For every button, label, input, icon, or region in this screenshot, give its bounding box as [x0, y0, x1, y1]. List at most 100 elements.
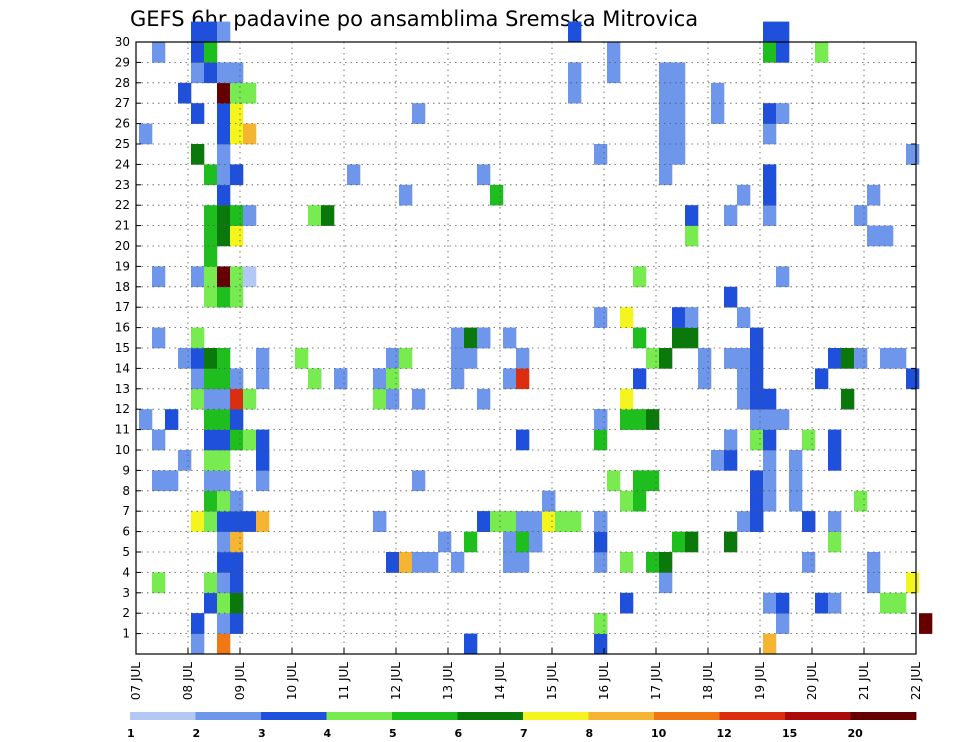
heatmap-cell [672, 144, 686, 165]
heatmap-cell [594, 531, 608, 553]
heatmap-cell [230, 286, 244, 308]
heatmap-cell [490, 184, 504, 206]
heatmap-cell [646, 470, 660, 492]
heatmap-cell [217, 613, 231, 634]
heatmap-cell [152, 327, 166, 349]
heatmap-cell [763, 470, 777, 492]
heatmap-cell [217, 409, 231, 430]
heatmap-cell [672, 62, 686, 84]
heatmap-cell [854, 490, 868, 512]
heatmap-cell [724, 205, 738, 226]
heatmap-cell [230, 572, 244, 594]
heatmap-cell [672, 531, 686, 553]
heatmap-cell [204, 470, 218, 492]
heatmap-cell [724, 429, 738, 451]
heatmap-cell [217, 490, 231, 512]
heatmap-cell [230, 225, 244, 247]
heatmap-cell [243, 266, 257, 288]
heatmap-cell [347, 164, 361, 186]
heatmap-cell [763, 490, 777, 512]
heatmap-cell [217, 633, 231, 655]
heatmap-cell [867, 225, 881, 247]
heatmap-cell [737, 511, 751, 532]
heatmap-cell [594, 511, 608, 532]
heatmap-cell [724, 348, 738, 369]
heatmap-cell [620, 409, 634, 430]
heatmap-cell [477, 327, 491, 349]
heatmap-cell [568, 21, 582, 43]
heatmap-cell [191, 103, 205, 124]
heatmap-cell [191, 388, 205, 410]
heatmap-cell [217, 144, 231, 165]
heatmap-cell [191, 42, 205, 63]
heatmap-cell [243, 388, 257, 410]
heatmap-cell [308, 368, 322, 390]
heatmap-cell [516, 429, 530, 451]
x-axis: 07 JUL 08 JUL 09 JUL 10 JUL 11 JUL 12 JUL 13 J… [129, 648, 923, 700]
heatmap-cell [724, 286, 738, 308]
y-tick-label: 8 [122, 484, 130, 498]
heatmap-cell [425, 552, 439, 573]
y-tick-label: 18 [115, 280, 130, 294]
heatmap-cell [724, 450, 738, 471]
colorbar-tick-label: 2 [193, 727, 201, 740]
heatmap-cell [373, 388, 387, 410]
heatmap-cell [711, 103, 725, 124]
heatmap-cell [854, 205, 868, 226]
heatmap-cell [568, 511, 582, 532]
heatmap-cell [399, 552, 413, 573]
colorbar-swatch [130, 712, 196, 720]
heatmap-cells [139, 21, 933, 655]
y-tick-label: 1 [122, 627, 130, 641]
x-tick-label: 19 JUL [753, 662, 767, 700]
colorbar-tick-label: 12 [717, 727, 732, 740]
heatmap-cell [594, 552, 608, 573]
y-tick-label: 4 [122, 565, 130, 579]
colorbar-tick-label: 6 [455, 727, 463, 740]
heatmap-cell [230, 531, 244, 553]
heatmap-cell [412, 388, 426, 410]
heatmap-cell [659, 62, 673, 84]
heatmap-cell [204, 205, 218, 226]
heatmap-cell [256, 348, 270, 369]
y-tick-label: 2 [122, 606, 130, 620]
heatmap-cell [633, 470, 647, 492]
heatmap-cell [217, 266, 231, 288]
y-tick-label: 14 [115, 361, 130, 375]
heatmap-cell [308, 205, 322, 226]
heatmap-cell [204, 246, 218, 267]
heatmap-cell [815, 592, 829, 614]
heatmap-cell [750, 429, 764, 451]
heatmap-cell [152, 42, 166, 63]
heatmap-cell [880, 348, 894, 369]
heatmap-cell [386, 348, 400, 369]
heatmap-cell [204, 225, 218, 247]
colorbar-swatch [654, 712, 720, 720]
heatmap-cell [568, 62, 582, 84]
heatmap-cell [399, 348, 413, 369]
heatmap-cell [191, 368, 205, 390]
heatmap-cell [230, 613, 244, 634]
heatmap-cell [776, 409, 790, 430]
heatmap-cell [763, 592, 777, 614]
heatmap-cell [230, 429, 244, 451]
heatmap-cell [217, 531, 231, 553]
heatmap-cell [659, 164, 673, 186]
heatmap-cell [490, 511, 504, 532]
heatmap-cell [594, 144, 608, 165]
heatmap-cell [256, 511, 270, 532]
heatmap-cell [659, 82, 673, 104]
heatmap-cell [217, 348, 231, 369]
heatmap-cell [386, 552, 400, 573]
heatmap-cell [737, 307, 751, 328]
heatmap-cell [594, 307, 608, 328]
heatmap-cell [178, 348, 192, 369]
x-tick-label: 17 JUL [649, 662, 663, 700]
heatmap-cell [763, 123, 777, 145]
heatmap-cell [217, 123, 231, 145]
heatmap-cell [867, 572, 881, 594]
heatmap-cell [763, 409, 777, 430]
heatmap-cell [906, 368, 920, 390]
heatmap-cell [763, 205, 777, 226]
heatmap-cell [516, 348, 530, 369]
